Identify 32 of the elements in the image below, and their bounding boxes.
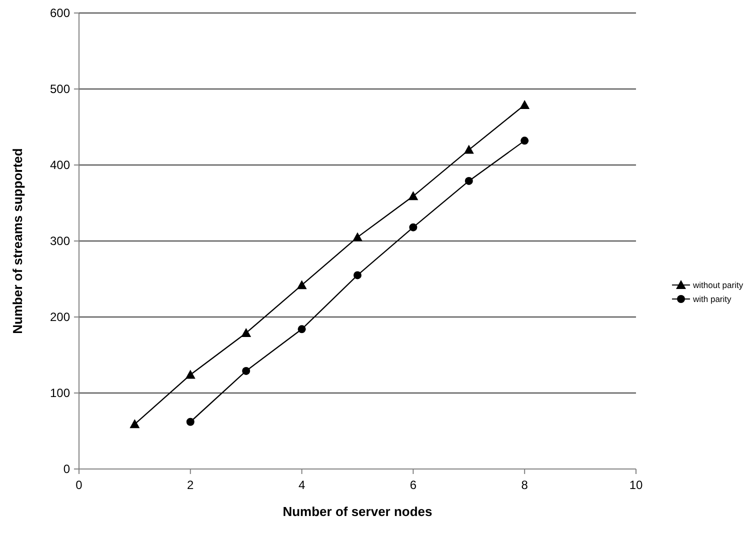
y-tick-label: 300	[50, 234, 70, 248]
y-tick-label: 400	[50, 158, 70, 172]
x-tick-label: 2	[187, 478, 194, 492]
point	[354, 271, 362, 280]
legend-label: with parity	[692, 294, 732, 304]
y-axis-title: Number of streams supported	[10, 148, 25, 334]
point	[408, 191, 418, 200]
point	[464, 176, 473, 185]
x-tick-label: 10	[629, 478, 643, 492]
point	[520, 136, 529, 145]
point	[520, 100, 530, 109]
y-tick-label: 500	[50, 82, 70, 96]
point	[241, 328, 252, 337]
point	[186, 418, 194, 426]
y-tick-label: 600	[50, 6, 70, 20]
point	[464, 144, 474, 154]
x-tick-label: 8	[521, 478, 528, 492]
point	[296, 280, 307, 290]
y-tick-label: 0	[63, 462, 70, 476]
point	[409, 223, 418, 232]
x-axis-title: Number of server nodes	[282, 504, 432, 519]
x-tick-label: 0	[76, 478, 83, 492]
y-tick-label: 200	[50, 310, 70, 324]
point	[352, 232, 362, 242]
y-tick-label: 100	[50, 386, 70, 400]
point	[298, 325, 306, 334]
point	[130, 419, 140, 428]
point	[242, 366, 250, 375]
point	[185, 370, 196, 379]
legend-label: without parity	[692, 280, 744, 290]
x-tick-label: 6	[410, 478, 417, 492]
x-tick-label: 4	[298, 478, 306, 492]
